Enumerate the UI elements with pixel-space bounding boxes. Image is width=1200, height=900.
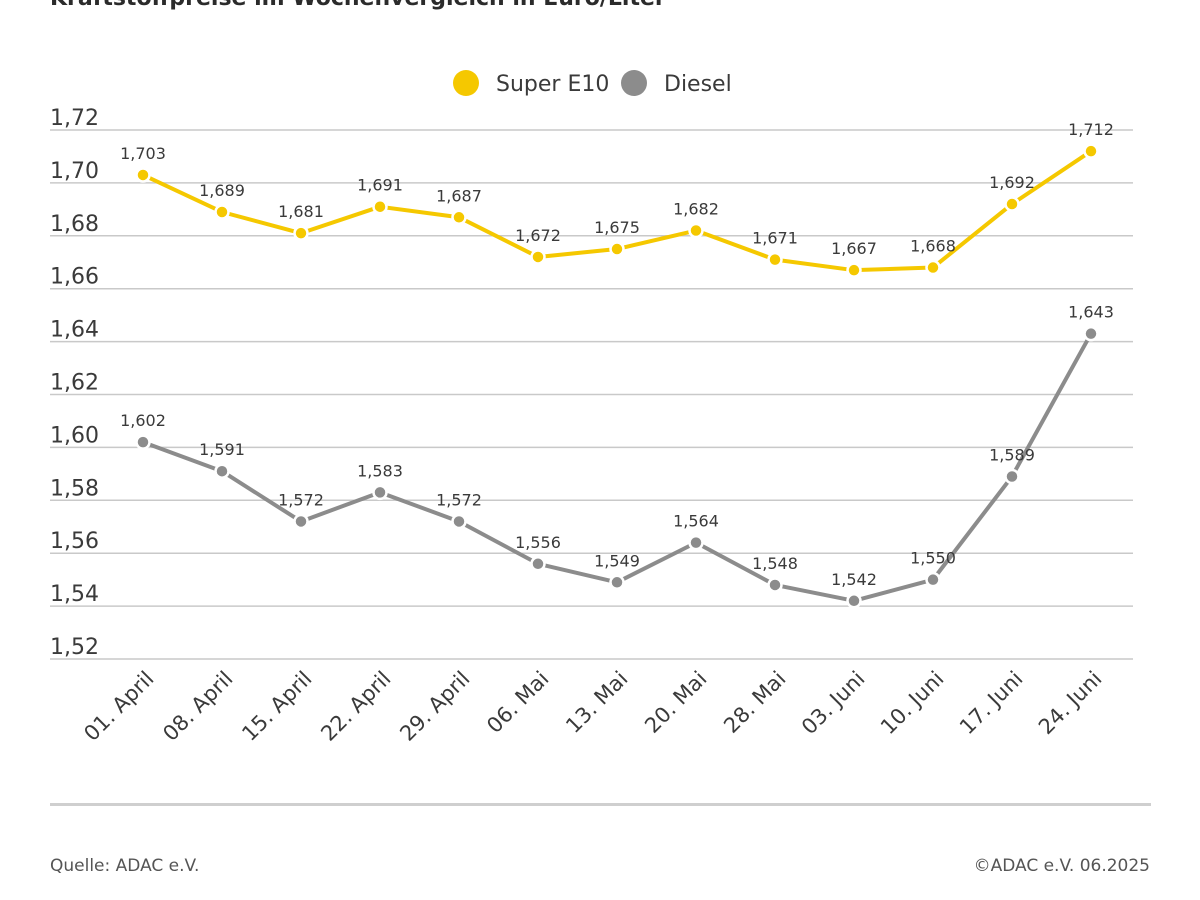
legend-marker: [453, 70, 479, 96]
data-point: [767, 577, 783, 593]
legend-label: Super E10: [496, 72, 609, 97]
data-point: [609, 574, 625, 591]
chart-gridlines: [50, 129, 1133, 660]
y-tick-label: 1,52: [50, 635, 99, 660]
y-tick-label: 1,58: [50, 476, 99, 501]
data-point: [1083, 325, 1099, 342]
data-label: 1,691: [357, 176, 403, 195]
x-tick-label: 15. April: [237, 667, 316, 746]
data-point: [846, 593, 862, 609]
footer-divider: [50, 803, 1151, 806]
data-label: 1,602: [120, 411, 166, 430]
data-label: 1,643: [1068, 303, 1114, 322]
data-point: [688, 534, 704, 551]
data-label: 1,583: [357, 461, 403, 480]
legend-marker: [621, 70, 647, 96]
data-label: 1,712: [1068, 120, 1114, 139]
data-label: 1,672: [515, 226, 561, 245]
chart-series: 1,703 1,689 1,681 1,691 1,687 1,672 1,675 1,682…: [120, 120, 1114, 609]
y-tick-label: 1,68: [50, 212, 99, 237]
y-tick-label: 1,66: [50, 265, 99, 290]
x-tick-label: 01. April: [79, 667, 158, 746]
data-label: 1,682: [673, 200, 719, 219]
data-label: 1,675: [594, 218, 640, 237]
data-label: 1,681: [278, 202, 324, 221]
data-point: [530, 249, 546, 265]
data-point: [135, 434, 151, 450]
data-point: [1004, 468, 1020, 485]
x-tick-label: 13. Mai: [561, 667, 632, 738]
y-tick-label: 1,70: [50, 159, 99, 184]
x-tick-label: 08. April: [158, 667, 237, 746]
y-tick-label: 1,64: [50, 318, 99, 343]
data-label: 1,572: [278, 490, 324, 509]
data-point: [451, 513, 467, 530]
data-label: 1,671: [752, 229, 798, 248]
y-tick-label: 1,62: [50, 371, 99, 396]
y-tick-label: 1,56: [50, 529, 99, 554]
legend-label: Diesel: [664, 72, 732, 97]
x-tick-label: 20. Mai: [640, 667, 711, 738]
copyright-note: ©ADAC e.V. 06.2025: [973, 856, 1150, 876]
data-label: 1,549: [594, 551, 640, 570]
data-point: [214, 463, 230, 479]
data-point: [530, 556, 546, 572]
series-group: 1,602 1,591 1,572 1,583 1,572 1,556 1,549 1,564…: [120, 303, 1114, 609]
data-point: [925, 571, 941, 588]
series-group: 1,703 1,689 1,681 1,691 1,687 1,672 1,675 1,682…: [120, 120, 1114, 278]
data-point: [451, 209, 467, 226]
y-tick-label: 1,54: [50, 582, 99, 607]
data-label: 1,668: [910, 237, 956, 256]
source-note: Quelle: ADAC e.V.: [50, 856, 200, 876]
data-point: [372, 198, 388, 215]
x-tick-label: 24. Juni: [1034, 667, 1107, 740]
y-tick-label: 1,60: [50, 423, 99, 448]
data-label: 1,687: [436, 186, 482, 205]
y-axis: 1,72 1,70 1,68 1,66 1,64 1,62 1,60 1,58 1,56 1,54…: [50, 106, 99, 660]
data-label: 1,591: [199, 440, 245, 459]
data-label: 1,564: [673, 512, 719, 531]
data-point: [135, 167, 151, 183]
x-axis: 01. April 08. April 15. April 22. April 29. …: [79, 667, 1106, 746]
data-point: [1004, 196, 1020, 212]
y-tick-label: 1,72: [50, 106, 99, 131]
line-chart: Super E10 Diesel 1,72 1,70 1,68 1,66 1,64 1,62…: [50, 70, 1133, 746]
data-label: 1,556: [515, 533, 561, 552]
x-tick-label: 28. Mai: [719, 667, 790, 738]
data-label: 1,692: [989, 173, 1035, 192]
data-point: [372, 484, 388, 501]
data-label: 1,550: [910, 549, 956, 568]
x-tick-label: 22. April: [316, 667, 395, 746]
x-tick-label: 06. Mai: [482, 667, 553, 738]
x-tick-label: 03. Juni: [797, 667, 870, 740]
data-point: [767, 251, 783, 268]
data-label: 1,589: [989, 445, 1035, 464]
chart-title: Kraftstoffpreise im Wochenvergleich in E…: [50, 0, 666, 11]
data-point: [846, 262, 862, 278]
data-label: 1,667: [831, 239, 877, 258]
x-tick-label: 10. Juni: [876, 667, 949, 740]
data-point: [925, 259, 941, 276]
data-point: [1083, 143, 1099, 159]
data-point: [609, 241, 625, 257]
data-point: [688, 222, 704, 239]
data-label: 1,572: [436, 490, 482, 509]
chart-legend: Super E10 Diesel: [453, 70, 732, 97]
data-label: 1,689: [199, 181, 245, 200]
x-tick-label: 29. April: [395, 667, 474, 746]
data-label: 1,548: [752, 554, 798, 573]
data-point: [214, 204, 230, 220]
data-point: [293, 513, 309, 530]
x-tick-label: 17. Juni: [955, 667, 1028, 740]
data-label: 1,542: [831, 570, 877, 589]
data-label: 1,703: [120, 144, 166, 163]
data-point: [293, 225, 309, 241]
